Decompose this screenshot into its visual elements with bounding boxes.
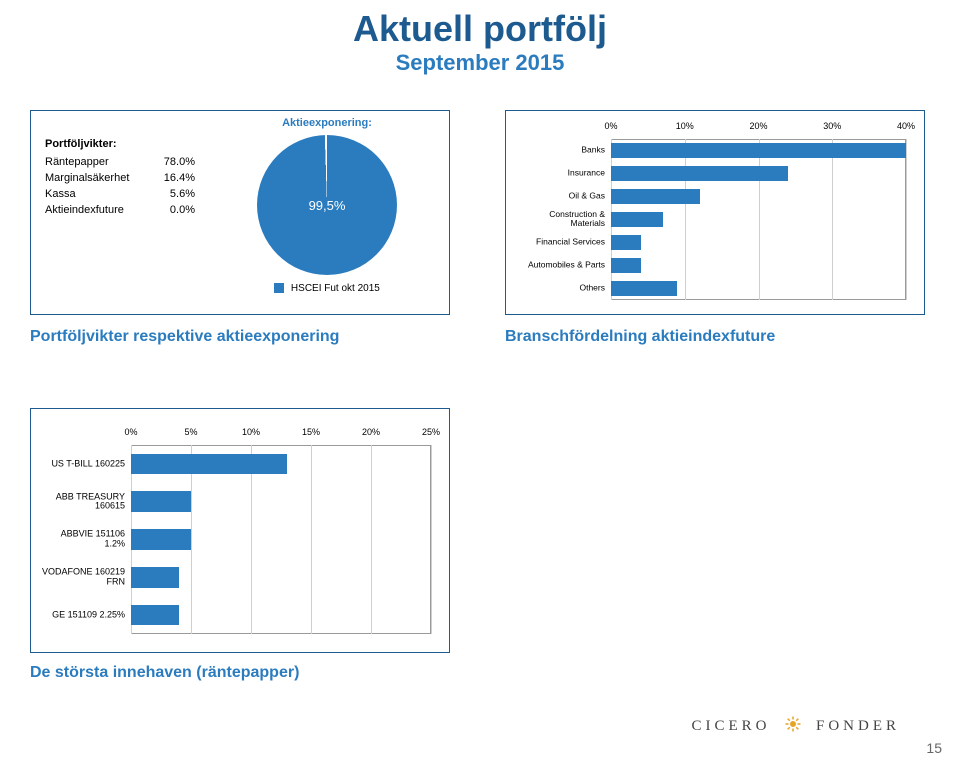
page-title: Aktuell portfölj	[0, 8, 960, 50]
pie-legend-swatch	[274, 283, 284, 293]
chart-bar-label: Insurance	[516, 169, 611, 178]
weights-pie-panel: Portföljvikter: Räntepapper78.0%Marginal…	[30, 110, 450, 315]
axis-tick-label: 40%	[897, 121, 915, 131]
logo-text-2: FONDER	[816, 718, 900, 734]
holdings-chart-plot: 0%5%10%15%20%25%US T-BILL 160225ABB TREA…	[131, 445, 431, 634]
weight-row: Räntepapper78.0%	[45, 155, 195, 171]
chart-bar	[611, 281, 677, 295]
chart-bar	[611, 212, 663, 226]
axis-tick-label: 10%	[242, 427, 260, 437]
axis-tick-label: 30%	[823, 121, 841, 131]
chart-bar	[131, 491, 191, 512]
pie-center-label: 99,5%	[309, 198, 346, 213]
caption-holdings: De största innehaven (räntepapper)	[30, 664, 299, 682]
sector-chart-plot: 0%10%20%30%40%BanksInsuranceOil & GasCon…	[611, 139, 906, 300]
weight-label: Räntepapper	[45, 155, 155, 171]
caption-weights: Portföljvikter respektive aktieexponerin…	[30, 328, 339, 346]
page-number: 15	[926, 740, 942, 756]
axis-tick-label: 20%	[362, 427, 380, 437]
weights-header: Portföljvikter:	[45, 137, 195, 153]
weight-value: 5.6%	[155, 187, 195, 203]
chart-bar-label: Financial Services	[516, 238, 611, 247]
chart-bar-row: ABB TREASURY 160615	[131, 491, 431, 512]
chart-bar	[611, 166, 788, 180]
sun-icon	[784, 715, 802, 738]
brand-logo: CICERO FONDER	[691, 715, 900, 738]
axis-tick-label: 10%	[676, 121, 694, 131]
chart-bar-label: ABB TREASURY 160615	[41, 492, 131, 511]
chart-bar	[611, 189, 700, 203]
caption-sector: Branschfördelning aktieindexfuture	[505, 328, 775, 346]
weight-label: Aktieindexfuture	[45, 203, 155, 219]
holdings-chart-panel: 0%5%10%15%20%25%US T-BILL 160225ABB TREA…	[30, 408, 450, 653]
chart-bar-row: VODAFONE 160219 FRN	[131, 567, 431, 588]
chart-bar-row: Oil & Gas	[611, 189, 906, 203]
chart-bar	[611, 143, 906, 157]
chart-bar-label: GE 151109 2.25%	[41, 610, 131, 619]
chart-bar-row: US T-BILL 160225	[131, 454, 431, 475]
chart-bar-label: ABBVIE 151106 1.2%	[41, 530, 131, 549]
chart-bar-row: Financial Services	[611, 235, 906, 249]
chart-bar-row: Automobiles & Parts	[611, 258, 906, 272]
chart-bar-row: ABBVIE 151106 1.2%	[131, 529, 431, 550]
pie-legend-label: HSCEI Fut okt 2015	[291, 283, 380, 294]
chart-bar-row: Banks	[611, 143, 906, 157]
logo-text-1: CICERO	[691, 718, 770, 734]
sector-chart-panel: 0%10%20%30%40%BanksInsuranceOil & GasCon…	[505, 110, 925, 315]
chart-bar-label: Oil & Gas	[516, 192, 611, 201]
equity-exposure-pie: 99,5%	[257, 135, 397, 275]
weight-value: 0.0%	[155, 203, 195, 219]
weight-value: 78.0%	[155, 155, 195, 171]
chart-bar	[611, 235, 641, 249]
portfolio-weights-list: Portföljvikter: Räntepapper78.0%Marginal…	[31, 111, 205, 229]
chart-bar-label: Construction & Materials	[516, 211, 611, 229]
chart-bar-row: Construction & Materials	[611, 212, 906, 226]
chart-bar	[131, 605, 179, 626]
weight-value: 16.4%	[155, 171, 195, 187]
chart-bar	[611, 258, 641, 272]
chart-bar-row: Others	[611, 281, 906, 295]
chart-bar-label: US T-BILL 160225	[41, 459, 131, 468]
chart-bar-label: Automobiles & Parts	[516, 261, 611, 270]
chart-bar-label: Banks	[516, 146, 611, 155]
pie-title: Aktieexponering:	[205, 117, 449, 129]
weight-label: Marginalsäkerhet	[45, 171, 155, 187]
weight-row: Aktieindexfuture0.0%	[45, 203, 195, 219]
axis-tick-label: 0%	[124, 427, 137, 437]
chart-bar	[131, 454, 287, 475]
chart-bar	[131, 529, 191, 550]
axis-tick-label: 20%	[749, 121, 767, 131]
pie-legend: HSCEI Fut okt 2015	[205, 283, 449, 294]
chart-bar-row: GE 151109 2.25%	[131, 605, 431, 626]
axis-tick-label: 0%	[604, 121, 617, 131]
chart-bar-label: VODAFONE 160219 FRN	[41, 568, 131, 587]
weight-row: Marginalsäkerhet16.4%	[45, 171, 195, 187]
chart-bar	[131, 567, 179, 588]
page-subtitle: September 2015	[0, 50, 960, 76]
weight-label: Kassa	[45, 187, 155, 203]
axis-tick-label: 25%	[422, 427, 440, 437]
equity-exposure-pie-block: Aktieexponering: 99,5% HSCEI Fut okt 201…	[205, 111, 449, 294]
weight-row: Kassa5.6%	[45, 187, 195, 203]
chart-bar-label: Others	[516, 284, 611, 293]
chart-bar-row: Insurance	[611, 166, 906, 180]
axis-tick-label: 15%	[302, 427, 320, 437]
axis-tick-label: 5%	[184, 427, 197, 437]
